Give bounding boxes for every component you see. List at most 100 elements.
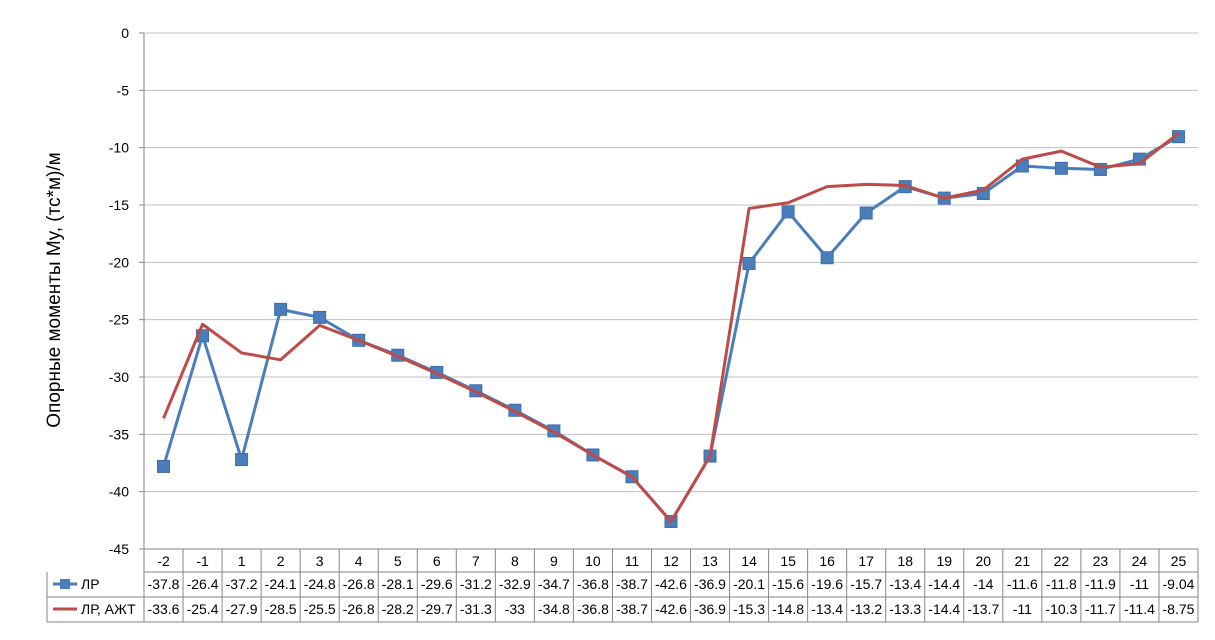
table-value-cell: -14.4 [928,576,960,592]
table-value-cell: -13.7 [967,601,999,617]
table-value-cell: -38.7 [616,601,648,617]
table-value-cell: -15.7 [850,576,882,592]
y-tick-label: -45 [109,541,129,557]
data-point-marker [820,251,834,265]
table-value-cell: -34.7 [538,576,570,592]
table-value-cell: -36.9 [694,576,726,592]
x-category-label: 9 [550,553,558,569]
data-point-marker [859,206,873,220]
x-category-label: 2 [277,553,285,569]
table-value-cell: -42.6 [655,601,687,617]
y-tick-label: -35 [109,426,129,442]
table-value-cell: -9.04 [1163,576,1195,592]
data-point-marker [1054,161,1068,175]
table-value-cell: -32.9 [499,576,531,592]
table-value-cell: -36.8 [577,576,609,592]
data-point-marker [235,453,249,467]
x-category-label: 1 [238,553,246,569]
x-category-label: -1 [196,553,209,569]
data-point-marker [742,256,756,270]
x-category-label: 8 [511,553,519,569]
data-point-marker [157,459,171,473]
table-value-cell: -31.3 [460,601,492,617]
table-value-cell: -27.9 [226,601,258,617]
table-value-cell: -29.7 [421,601,453,617]
data-point-marker [781,205,795,219]
gridlines [139,32,1198,550]
y-axis-title: Опорные моменты My, (тс*м)/м [44,152,65,428]
table-value-cell: -36.8 [577,601,609,617]
table-value-cell: -14 [973,576,993,592]
table-value-cell: -13.4 [889,576,921,592]
table-value-cell: -34.8 [538,601,570,617]
table-value-cell: -26.8 [343,576,375,592]
x-category-label: 12 [663,553,679,569]
x-category-label: 14 [741,553,757,569]
table-value-cell: -26.8 [343,601,375,617]
y-tick-label: -5 [117,82,130,98]
x-category-label: 10 [585,553,601,569]
x-category-label: 16 [819,553,835,569]
table-value-cell: -15.6 [772,576,804,592]
table-value-cell: -10.3 [1045,601,1077,617]
table-value-cell: -42.6 [655,576,687,592]
x-category-label: 13 [702,553,718,569]
table-value-cell: -11 [1013,601,1032,617]
y-axis-ticks: 0 -5 -10 -15 -20 -25 -30 -35 -40 -45 [109,25,129,557]
y-tick-label: 0 [121,25,129,41]
table-value-cell: -11.4 [1124,601,1155,617]
x-category-label: -2 [157,553,170,569]
table-value-cell: -24.1 [265,576,297,592]
x-category-label: 18 [897,553,913,569]
data-table: -2 -1 1 2 3 4 5 6 7 8 9 10 11 12 13 14 15 16 17 18 19 20 21 22 2… [46,548,1199,623]
x-category-label: 21 [1015,553,1031,569]
table-value-cell: -20.1 [733,576,765,592]
data-point-marker [313,310,327,324]
x-category-label: 3 [316,553,324,569]
table-value-cell: -19.6 [811,576,843,592]
x-category-label: 5 [394,553,402,569]
x-category-label: 6 [433,553,441,569]
x-category-label: 24 [1132,553,1148,569]
y-tick-label: -25 [109,312,129,328]
table-value-cell: -28.5 [265,601,297,617]
y-tick-label: -10 [109,140,129,156]
table-value-cell: -11 [1130,576,1149,592]
x-category-label: 17 [858,553,874,569]
table-value-cell: -33 [505,601,525,617]
table-value-cell: -25.4 [187,601,219,617]
x-category-label: 11 [625,553,640,569]
table-value-cell: -13.2 [850,601,882,617]
table-value-cell: -29.6 [421,576,453,592]
table-value-cell: -8.75 [1163,601,1195,617]
x-category-label: 22 [1054,553,1070,569]
table-value-cell: -14.4 [928,601,960,617]
x-category-label: 15 [780,553,796,569]
x-category-label: 20 [976,553,992,569]
table-value-cell: -11.9 [1085,576,1116,592]
legend-label: ЛР, АЖТ [81,601,136,617]
table-value-cell: -14.8 [772,601,804,617]
table-value-cell: -36.9 [694,601,726,617]
legend-label: ЛР [81,576,100,592]
table-value-cell: -28.1 [382,576,414,592]
y-tick-label: -15 [109,197,129,213]
x-category-label: 25 [1171,553,1187,569]
table-value-cell: -24.8 [304,576,336,592]
y-tick-label: -30 [109,369,129,385]
table-value-cell: -11.8 [1046,576,1077,592]
x-category-label: 19 [936,553,952,569]
table-value-cell: -28.2 [382,601,414,617]
table-value-cell: -33.6 [148,601,180,617]
series-line [162,132,1180,523]
table-value-cell: -37.2 [226,576,258,592]
y-tick-label: -40 [109,484,129,500]
x-category-label: 7 [472,553,480,569]
table-value-cell: -26.4 [187,576,219,592]
table-value-cell: -15.3 [733,601,765,617]
data-point-marker [274,302,288,316]
x-category-label: 23 [1093,553,1109,569]
y-tick-label: -20 [109,254,129,270]
table-value-cell: -11.6 [1007,576,1038,592]
